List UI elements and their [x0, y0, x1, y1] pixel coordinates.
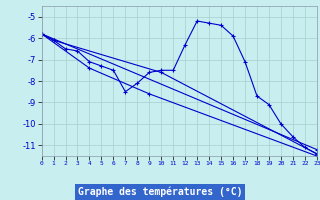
- Text: Graphe des températures (°C): Graphe des températures (°C): [78, 187, 242, 197]
